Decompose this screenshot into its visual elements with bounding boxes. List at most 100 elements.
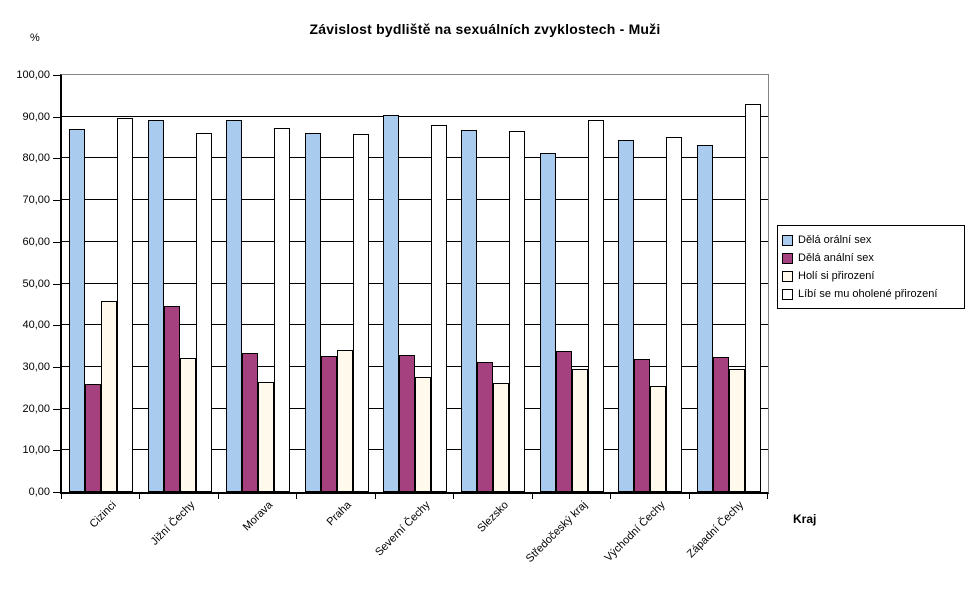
x-category-label: Morava — [241, 499, 276, 534]
bar — [179, 357, 196, 492]
bar — [431, 125, 447, 492]
x-category-label: Východní Čechy — [602, 499, 668, 565]
legend-item: Holí si přirození — [782, 270, 960, 282]
bar — [728, 369, 745, 492]
y-axis-tick-label: 90,00 — [22, 111, 50, 123]
legend-item: Líbí se mu oholené přirození — [782, 288, 960, 300]
y-axis-tick — [53, 284, 60, 285]
bar — [320, 355, 337, 492]
x-axis-tick — [689, 493, 690, 499]
bar — [117, 117, 134, 492]
x-axis-tick — [610, 493, 611, 499]
y-gridline — [62, 366, 768, 367]
bar — [336, 350, 353, 492]
bar — [226, 120, 243, 492]
bar — [258, 382, 275, 492]
bar — [85, 383, 102, 492]
y-gridline — [62, 241, 768, 242]
y-axis-tick — [53, 325, 60, 326]
bar — [571, 369, 588, 492]
bar — [493, 382, 510, 492]
bar — [744, 104, 761, 492]
bar — [101, 301, 118, 492]
legend-item: Dělá anální sex — [782, 252, 960, 264]
x-axis-tick — [453, 493, 454, 499]
x-axis-tick — [296, 493, 297, 499]
bar — [666, 136, 683, 492]
legend-marker — [782, 288, 793, 300]
y-axis-tick-label: 50,00 — [22, 278, 50, 290]
bar — [274, 127, 291, 492]
y-axis-tick — [53, 367, 60, 368]
bar — [69, 129, 86, 492]
x-category-label: Západní Čechy — [685, 499, 747, 561]
bar — [712, 357, 729, 492]
bar — [415, 377, 431, 492]
x-category-label: Severní Čechy — [372, 499, 433, 559]
x-axis-tick — [61, 493, 62, 499]
legend: Dělá orální sex Dělá anální sex Holí si př… — [777, 225, 965, 309]
legend-label: Dělá anální sex — [798, 252, 874, 264]
y-axis-tick — [53, 450, 60, 451]
y-axis-tick-label: 20,00 — [22, 403, 50, 415]
x-axis-title: Kraj — [793, 512, 817, 526]
bar — [555, 351, 572, 492]
x-axis-tick — [767, 493, 768, 499]
y-axis-tick — [53, 492, 60, 493]
bar — [195, 132, 212, 492]
legend-marker — [782, 252, 793, 264]
legend-item: Dělá orální sex — [782, 234, 960, 246]
x-axis-tick — [139, 493, 140, 499]
y-gridline — [62, 324, 768, 325]
x-axis-tick — [218, 493, 219, 499]
bar — [461, 130, 478, 492]
y-axis-tick — [53, 200, 60, 201]
bar — [477, 362, 494, 492]
y-axis-tick-label: 70,00 — [22, 194, 50, 206]
bar — [304, 132, 321, 492]
bar — [242, 352, 259, 492]
x-category-label: Slezsko — [475, 499, 511, 535]
x-category-label: Praha — [324, 499, 355, 529]
x-axis-tick — [532, 493, 533, 499]
y-axis-tick — [53, 409, 60, 410]
y-axis-tick — [53, 75, 60, 76]
y-gridline — [62, 157, 768, 158]
y-gridline — [62, 283, 768, 284]
y-axis-tick-label: 0,00 — [28, 486, 50, 498]
y-gridline — [62, 116, 768, 117]
legend-label: Líbí se mu oholené přirození — [798, 288, 938, 300]
y-axis-unit-label: % — [30, 32, 40, 44]
y-gridline — [62, 199, 768, 200]
y-axis-tick — [53, 242, 60, 243]
bar — [634, 358, 651, 492]
x-category-label: Jižní Čechy — [148, 499, 198, 548]
bar — [352, 134, 369, 492]
y-axis-tick-label: 80,00 — [22, 152, 50, 164]
legend-label: Dělá orální sex — [798, 234, 872, 246]
y-axis-tick-label: 40,00 — [22, 319, 50, 331]
bar — [399, 354, 415, 492]
y-axis-tick — [53, 158, 60, 159]
legend-marker — [782, 234, 793, 246]
legend-marker — [782, 270, 793, 282]
x-axis-tick — [375, 493, 376, 499]
bar — [650, 385, 667, 492]
y-axis-tick — [53, 117, 60, 118]
bar — [696, 145, 713, 492]
y-axis-tick-label: 100,00 — [16, 69, 50, 81]
bar — [587, 120, 604, 492]
bar — [539, 152, 556, 492]
plot-area — [60, 74, 769, 494]
y-axis-tick-label: 60,00 — [22, 236, 50, 248]
y-axis-tick-label: 30,00 — [22, 361, 50, 373]
bar — [147, 120, 164, 492]
legend-label: Holí si přirození — [798, 270, 875, 282]
bar — [618, 139, 635, 492]
bar — [383, 114, 399, 492]
bar — [163, 306, 180, 492]
x-category-label: Středočeský kraj — [523, 499, 590, 565]
chart-title: Závislost bydliště na sexuálních zvyklos… — [309, 21, 661, 37]
y-axis-tick-label: 10,00 — [22, 444, 50, 456]
